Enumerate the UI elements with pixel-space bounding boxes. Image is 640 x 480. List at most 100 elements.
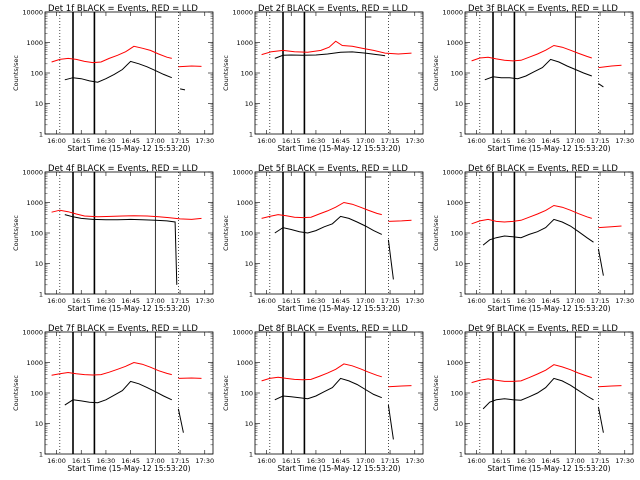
panel-title: Det 1f BLACK = Events, RED = LLD [48, 4, 198, 14]
x-tick-label: 16:45 [541, 137, 560, 145]
events-series-line [482, 377, 594, 410]
plot-frame [254, 11, 424, 135]
y-axis-label: Counts/sec [222, 375, 230, 411]
panel-det-2: Det 2f BLACK = Events, RED = LLD 1 10 100 10… [222, 4, 424, 153]
x-tick-label: 16:00 [257, 297, 276, 305]
y-tick-label: 100 [31, 70, 43, 78]
events-series-line [482, 218, 594, 246]
x-tick-label: 16:45 [541, 297, 560, 305]
x-tick-label: 16:00 [467, 297, 486, 305]
y-axis-label: Counts/sec [432, 375, 440, 411]
plot-frame [254, 171, 424, 295]
x-tick-label: 17:30 [195, 457, 214, 465]
x-tick-label: 16:30 [307, 297, 326, 305]
x-tick-label: 16:45 [331, 137, 350, 145]
plot-frame [44, 331, 214, 455]
y-tick-label: 10 [245, 420, 253, 428]
x-tick-label: 16:30 [307, 137, 326, 145]
y-tick-label: 10000 [22, 169, 43, 177]
x-tick-label: 17:30 [615, 137, 634, 145]
events-series-line [64, 380, 173, 406]
panel-title: Det 5f BLACK = Events, RED = LLD [258, 164, 408, 174]
panel-title: Det 4f BLACK = Events, RED = LLD [48, 164, 198, 174]
panel-title: Det 7f BLACK = Events, RED = LLD [48, 324, 198, 334]
x-axis-label: Start Time (15-May-12 15:53:20) [277, 144, 400, 153]
plot-frame [254, 331, 424, 455]
x-tick-label: 17:30 [615, 297, 634, 305]
y-tick-label: 10000 [232, 9, 253, 17]
x-tick-label: 17:15 [171, 137, 190, 145]
events-series-line [598, 83, 604, 88]
lld-series-line [51, 209, 202, 220]
lld-series-line [261, 40, 412, 56]
x-tick-label: 16:00 [467, 457, 486, 465]
x-tick-label: 16:15 [72, 137, 91, 145]
y-tick-label: 1000 [236, 39, 253, 47]
x-tick-label: 16:15 [282, 457, 301, 465]
plot-frame [464, 331, 634, 455]
x-tick-label: 17:00 [356, 137, 375, 145]
x-tick-label: 17:00 [566, 297, 585, 305]
events-series-line [597, 406, 604, 433]
x-tick-label: 16:30 [307, 457, 326, 465]
y-axis-label: Counts/sec [222, 215, 230, 251]
panel-det-3: Det 3f BLACK = Events, RED = LLD 1 10 100 10… [432, 4, 634, 153]
y-tick-label: 1 [249, 291, 253, 299]
y-tick-label: 1 [459, 291, 463, 299]
events-series-line [484, 58, 592, 81]
events-series-line [274, 215, 383, 235]
x-tick-label: 16:15 [282, 297, 301, 305]
x-axis-label: Start Time (15-May-12 15:53:20) [67, 464, 190, 473]
x-tick-label: 16:45 [541, 457, 560, 465]
x-axis-label: Start Time (15-May-12 15:53:20) [67, 144, 190, 153]
x-tick-label: 16:45 [121, 457, 140, 465]
lld-series-line [51, 361, 172, 376]
x-tick-label: 17:30 [405, 457, 424, 465]
events-series-line [180, 88, 186, 91]
events-series-line [274, 51, 386, 59]
panel-title: Det 2f BLACK = Events, RED = LLD [258, 4, 408, 14]
x-tick-label: 17:30 [195, 297, 214, 305]
x-tick-label: 16:15 [72, 457, 91, 465]
panel-det-7: Det 7f BLACK = Events, RED = LLD 1 10 100 10… [12, 324, 214, 473]
x-axis-label: Start Time (15-May-12 15:53:20) [277, 304, 400, 313]
y-tick-label: 10 [245, 260, 253, 268]
lld-series-line [388, 385, 412, 388]
y-tick-label: 1000 [26, 39, 43, 47]
events-series-line [387, 405, 394, 440]
x-tick-label: 17:30 [405, 137, 424, 145]
x-axis-label: Start Time (15-May-12 15:53:20) [487, 464, 610, 473]
x-tick-label: 16:15 [282, 137, 301, 145]
y-tick-label: 1000 [26, 359, 43, 367]
x-tick-label: 16:30 [97, 457, 116, 465]
y-tick-label: 10000 [22, 329, 43, 337]
x-tick-label: 16:15 [492, 137, 511, 145]
x-tick-label: 17:00 [146, 297, 165, 305]
y-tick-label: 100 [241, 70, 253, 78]
y-tick-label: 1000 [446, 359, 463, 367]
y-tick-label: 1000 [236, 359, 253, 367]
x-tick-label: 17:00 [356, 297, 375, 305]
x-tick-label: 17:00 [566, 457, 585, 465]
plot-frame [464, 171, 634, 295]
y-tick-label: 1000 [446, 39, 463, 47]
x-tick-label: 16:30 [97, 137, 116, 145]
panel-det-9: Det 9f BLACK = Events, RED = LLD 1 10 100 10… [432, 324, 634, 473]
x-tick-label: 16:00 [47, 457, 66, 465]
lld-series-line [471, 204, 592, 225]
x-tick-label: 17:30 [615, 457, 634, 465]
x-tick-label: 17:15 [171, 457, 190, 465]
lld-series-line [178, 65, 202, 68]
y-tick-label: 1000 [446, 199, 463, 207]
y-tick-label: 1 [459, 131, 463, 139]
x-tick-label: 17:15 [381, 137, 400, 145]
y-axis-label: Counts/sec [222, 55, 230, 91]
x-tick-label: 16:00 [47, 137, 66, 145]
x-axis-label: Start Time (15-May-12 15:53:20) [487, 304, 610, 313]
y-tick-label: 10 [35, 100, 43, 108]
x-tick-label: 17:15 [381, 457, 400, 465]
y-tick-label: 10000 [442, 169, 463, 177]
x-tick-label: 16:00 [47, 297, 66, 305]
x-tick-label: 17:00 [356, 457, 375, 465]
y-tick-label: 100 [31, 390, 43, 398]
